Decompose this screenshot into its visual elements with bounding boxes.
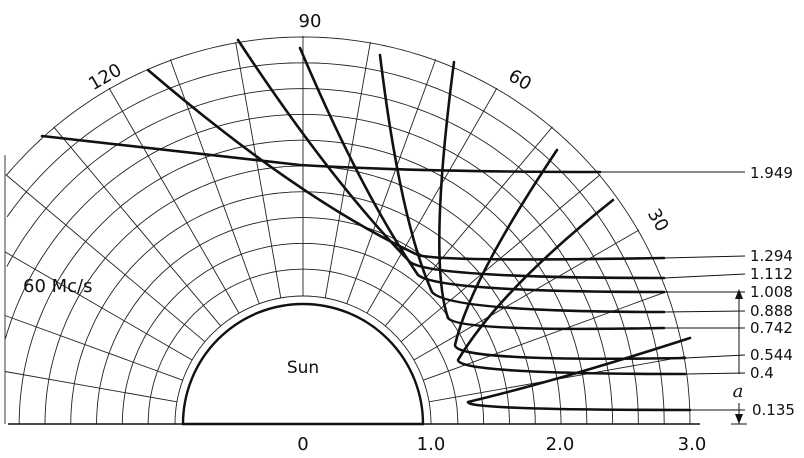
angle-spoke <box>423 290 668 381</box>
angle-label-60: 60 <box>505 65 535 95</box>
angle-spoke <box>108 87 240 314</box>
ray-path-0400 <box>456 198 687 376</box>
ray-path-1949 <box>40 134 602 174</box>
ray-value-label: 1.112 <box>750 265 793 283</box>
sun-outline-ring <box>174 295 432 425</box>
angle-spoke <box>53 126 222 327</box>
angle-spoke <box>4 315 183 381</box>
angle-spoke <box>169 59 260 304</box>
ray-path-1294 <box>146 68 666 261</box>
angle-label-30: 30 <box>643 205 673 235</box>
ray-value-label: 1.949 <box>750 164 793 182</box>
ray-paths <box>40 38 692 412</box>
distance-circle <box>6 62 665 425</box>
a-label: a <box>733 381 744 402</box>
ray-value-label: 0.544 <box>750 346 793 364</box>
distance-circle <box>4 113 614 424</box>
angle-label-90: 90 <box>299 11 322 32</box>
angle-spoke <box>4 251 193 361</box>
ray-value-label: 0.135 <box>752 401 795 419</box>
angle-spoke <box>413 229 640 361</box>
frequency-label: 60 Mc/s <box>23 276 93 297</box>
radius-label-3: 3.0 <box>678 434 707 455</box>
angle-spoke <box>4 371 177 403</box>
ray-path-0135 <box>466 336 692 412</box>
a-dimension-marker <box>731 289 747 425</box>
angle-spoke <box>235 41 282 298</box>
sun-label: Sun <box>287 358 319 378</box>
angle-label-120: 120 <box>85 60 125 95</box>
ray-value-label: 1.294 <box>750 247 793 265</box>
ray-value-label: 0.888 <box>750 302 793 320</box>
distance-circle <box>6 88 639 425</box>
radius-label-0: 0 <box>297 434 308 455</box>
radius-label-1: 1.0 <box>417 434 446 455</box>
angle-spoke <box>346 59 437 304</box>
ray-value-label: 0.4 <box>750 364 774 382</box>
sun-disk <box>181 302 425 426</box>
ray-path-0742 <box>438 60 666 331</box>
angle-spoke <box>324 41 371 298</box>
angle-spoke <box>5 174 206 343</box>
angle-spoke <box>384 126 553 327</box>
ray-path-0544 <box>453 148 687 361</box>
radius-label-2: 2.0 <box>546 434 575 455</box>
ray-value-label: 0.742 <box>750 319 793 337</box>
angle-spoke <box>366 87 498 314</box>
ray-path-1008 <box>298 46 666 294</box>
ray-value-label: 1.008 <box>750 283 793 301</box>
value-leaders <box>600 171 746 411</box>
ray-path-0888 <box>378 53 666 314</box>
